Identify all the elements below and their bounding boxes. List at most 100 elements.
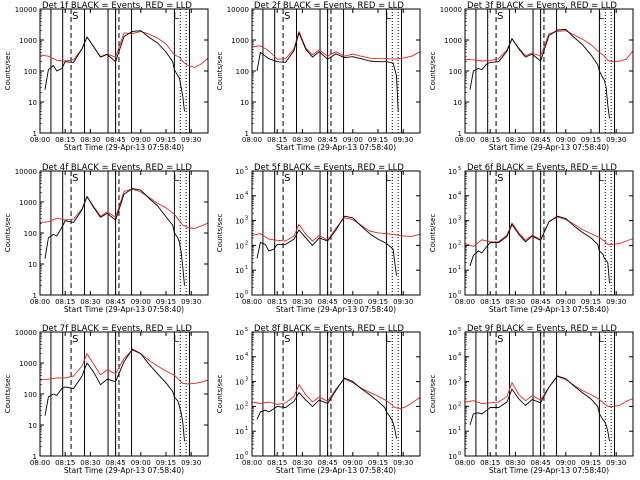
y-tick-label: 1 — [33, 453, 37, 461]
series-line-events — [44, 188, 185, 286]
series-line-events — [256, 377, 397, 439]
y-tick-base: 10 — [235, 242, 244, 250]
x-tick-label: 08:30 — [505, 298, 525, 306]
series-line-lld — [40, 30, 208, 68]
series-line-lld — [465, 376, 633, 407]
plot-frame — [464, 8, 634, 134]
y-tick-base: 10 — [448, 292, 457, 300]
x-tick-label: 08:45 — [106, 136, 126, 144]
x-tick-label: 08:00 — [455, 298, 475, 306]
series-line-events — [469, 28, 610, 119]
marker-s: S — [497, 334, 503, 345]
y-tick-base: 10 — [235, 329, 244, 337]
chart-title: Det 7f BLACK = Events, RED = LLD — [42, 324, 192, 334]
x-tick-label: 08:45 — [106, 459, 126, 467]
x-axis-label: Start Time (29-Apr-13 07:58:40) — [489, 466, 609, 475]
y-tick-base: 10 — [235, 292, 244, 300]
marker-l: L — [385, 334, 391, 345]
series-line-events — [44, 348, 185, 442]
x-tick-label: 08:45 — [318, 136, 338, 144]
plot-frame — [251, 331, 421, 457]
chart-title: Det 8f BLACK = Events, RED = LLD — [254, 324, 404, 334]
x-tick-label: 08:00 — [30, 459, 50, 467]
y-tick-label: 5 — [245, 166, 248, 172]
marker-l: L — [598, 334, 604, 345]
series-line-lld — [40, 349, 208, 385]
y-tick-label: 10000 — [440, 6, 462, 14]
y-tick-label: 1 — [458, 426, 461, 432]
x-tick-label: 08:00 — [455, 459, 475, 467]
series-line-lld — [40, 188, 208, 229]
x-tick-label: 09:00 — [556, 298, 576, 306]
x-tick-label: 08:30 — [80, 459, 100, 467]
x-tick-label: 09:15 — [581, 298, 601, 306]
y-tick-label: 3 — [458, 216, 461, 222]
marker-l: L — [173, 11, 179, 22]
y-tick-base: 10 — [235, 193, 244, 201]
x-tick-label: 09:30 — [181, 298, 201, 306]
y-tick-label: 1 — [245, 130, 249, 138]
y-tick-label: 4 — [245, 352, 248, 358]
y-tick-label: 1000 — [19, 199, 37, 207]
x-tick-label: 09:00 — [131, 459, 151, 467]
y-tick-label: 2 — [458, 401, 461, 407]
y-tick-label: 1000 — [444, 37, 462, 45]
y-tick-label: 1000 — [19, 360, 37, 368]
x-tick-label: 09:00 — [343, 298, 363, 306]
y-tick-label: 0 — [245, 451, 248, 457]
x-tick-label: 09:15 — [581, 459, 601, 467]
x-tick-label: 08:00 — [242, 298, 262, 306]
plot-frame — [39, 331, 209, 457]
series-line-lld — [252, 30, 420, 60]
x-tick-label: 08:30 — [292, 298, 312, 306]
x-tick-label: 08:45 — [531, 136, 551, 144]
y-tick-label: 5 — [245, 327, 248, 333]
x-tick-label: 09:15 — [581, 136, 601, 144]
x-tick-label: 09:15 — [156, 298, 176, 306]
marker-l: L — [385, 11, 391, 22]
y-tick-base: 10 — [235, 267, 244, 275]
y-tick-label: 1 — [33, 292, 37, 300]
y-tick-label: 0 — [245, 290, 248, 296]
marker-l: L — [385, 173, 391, 184]
x-tick-label: 08:30 — [505, 136, 525, 144]
chart-title: Det 3f BLACK = Events, RED = LLD — [467, 1, 617, 11]
y-axis-label: Counts/sec — [429, 214, 437, 253]
y-tick-label: 2 — [458, 240, 461, 246]
x-tick-label: 09:00 — [131, 136, 151, 144]
y-axis-label: Counts/sec — [4, 214, 12, 253]
y-tick-base: 10 — [448, 267, 457, 275]
y-tick-label: 10000 — [15, 168, 37, 176]
x-tick-label: 09:15 — [368, 136, 388, 144]
x-tick-label: 08:15 — [55, 136, 75, 144]
y-tick-base: 10 — [448, 193, 457, 201]
y-axis-label: Counts/sec — [216, 214, 224, 253]
y-axis-label: Counts/sec — [4, 52, 12, 91]
y-tick-label: 10 — [28, 99, 37, 107]
x-tick-label: 09:00 — [343, 459, 363, 467]
chart-title: Det 9f BLACK = Events, RED = LLD — [467, 324, 617, 334]
plot-frame — [39, 8, 209, 134]
x-tick-label: 08:00 — [30, 136, 50, 144]
y-tick-label: 4 — [458, 191, 461, 197]
series-line-lld — [252, 378, 420, 410]
y-tick-base: 10 — [448, 428, 457, 436]
y-tick-label: 100 — [24, 230, 37, 238]
marker-s: S — [284, 11, 290, 22]
y-tick-label: 10000 — [227, 6, 249, 14]
x-tick-label: 08:45 — [531, 459, 551, 467]
x-tick-label: 08:15 — [267, 136, 287, 144]
y-tick-label: 0 — [458, 290, 461, 296]
x-tick-label: 08:45 — [531, 298, 551, 306]
x-tick-label: 08:15 — [267, 459, 287, 467]
marker-s: S — [284, 173, 290, 184]
marker-l: L — [173, 173, 179, 184]
y-tick-label: 100 — [24, 68, 37, 76]
y-tick-label: 10000 — [15, 6, 37, 14]
x-tick-label: 08:45 — [318, 298, 338, 306]
y-tick-label: 100 — [236, 68, 249, 76]
